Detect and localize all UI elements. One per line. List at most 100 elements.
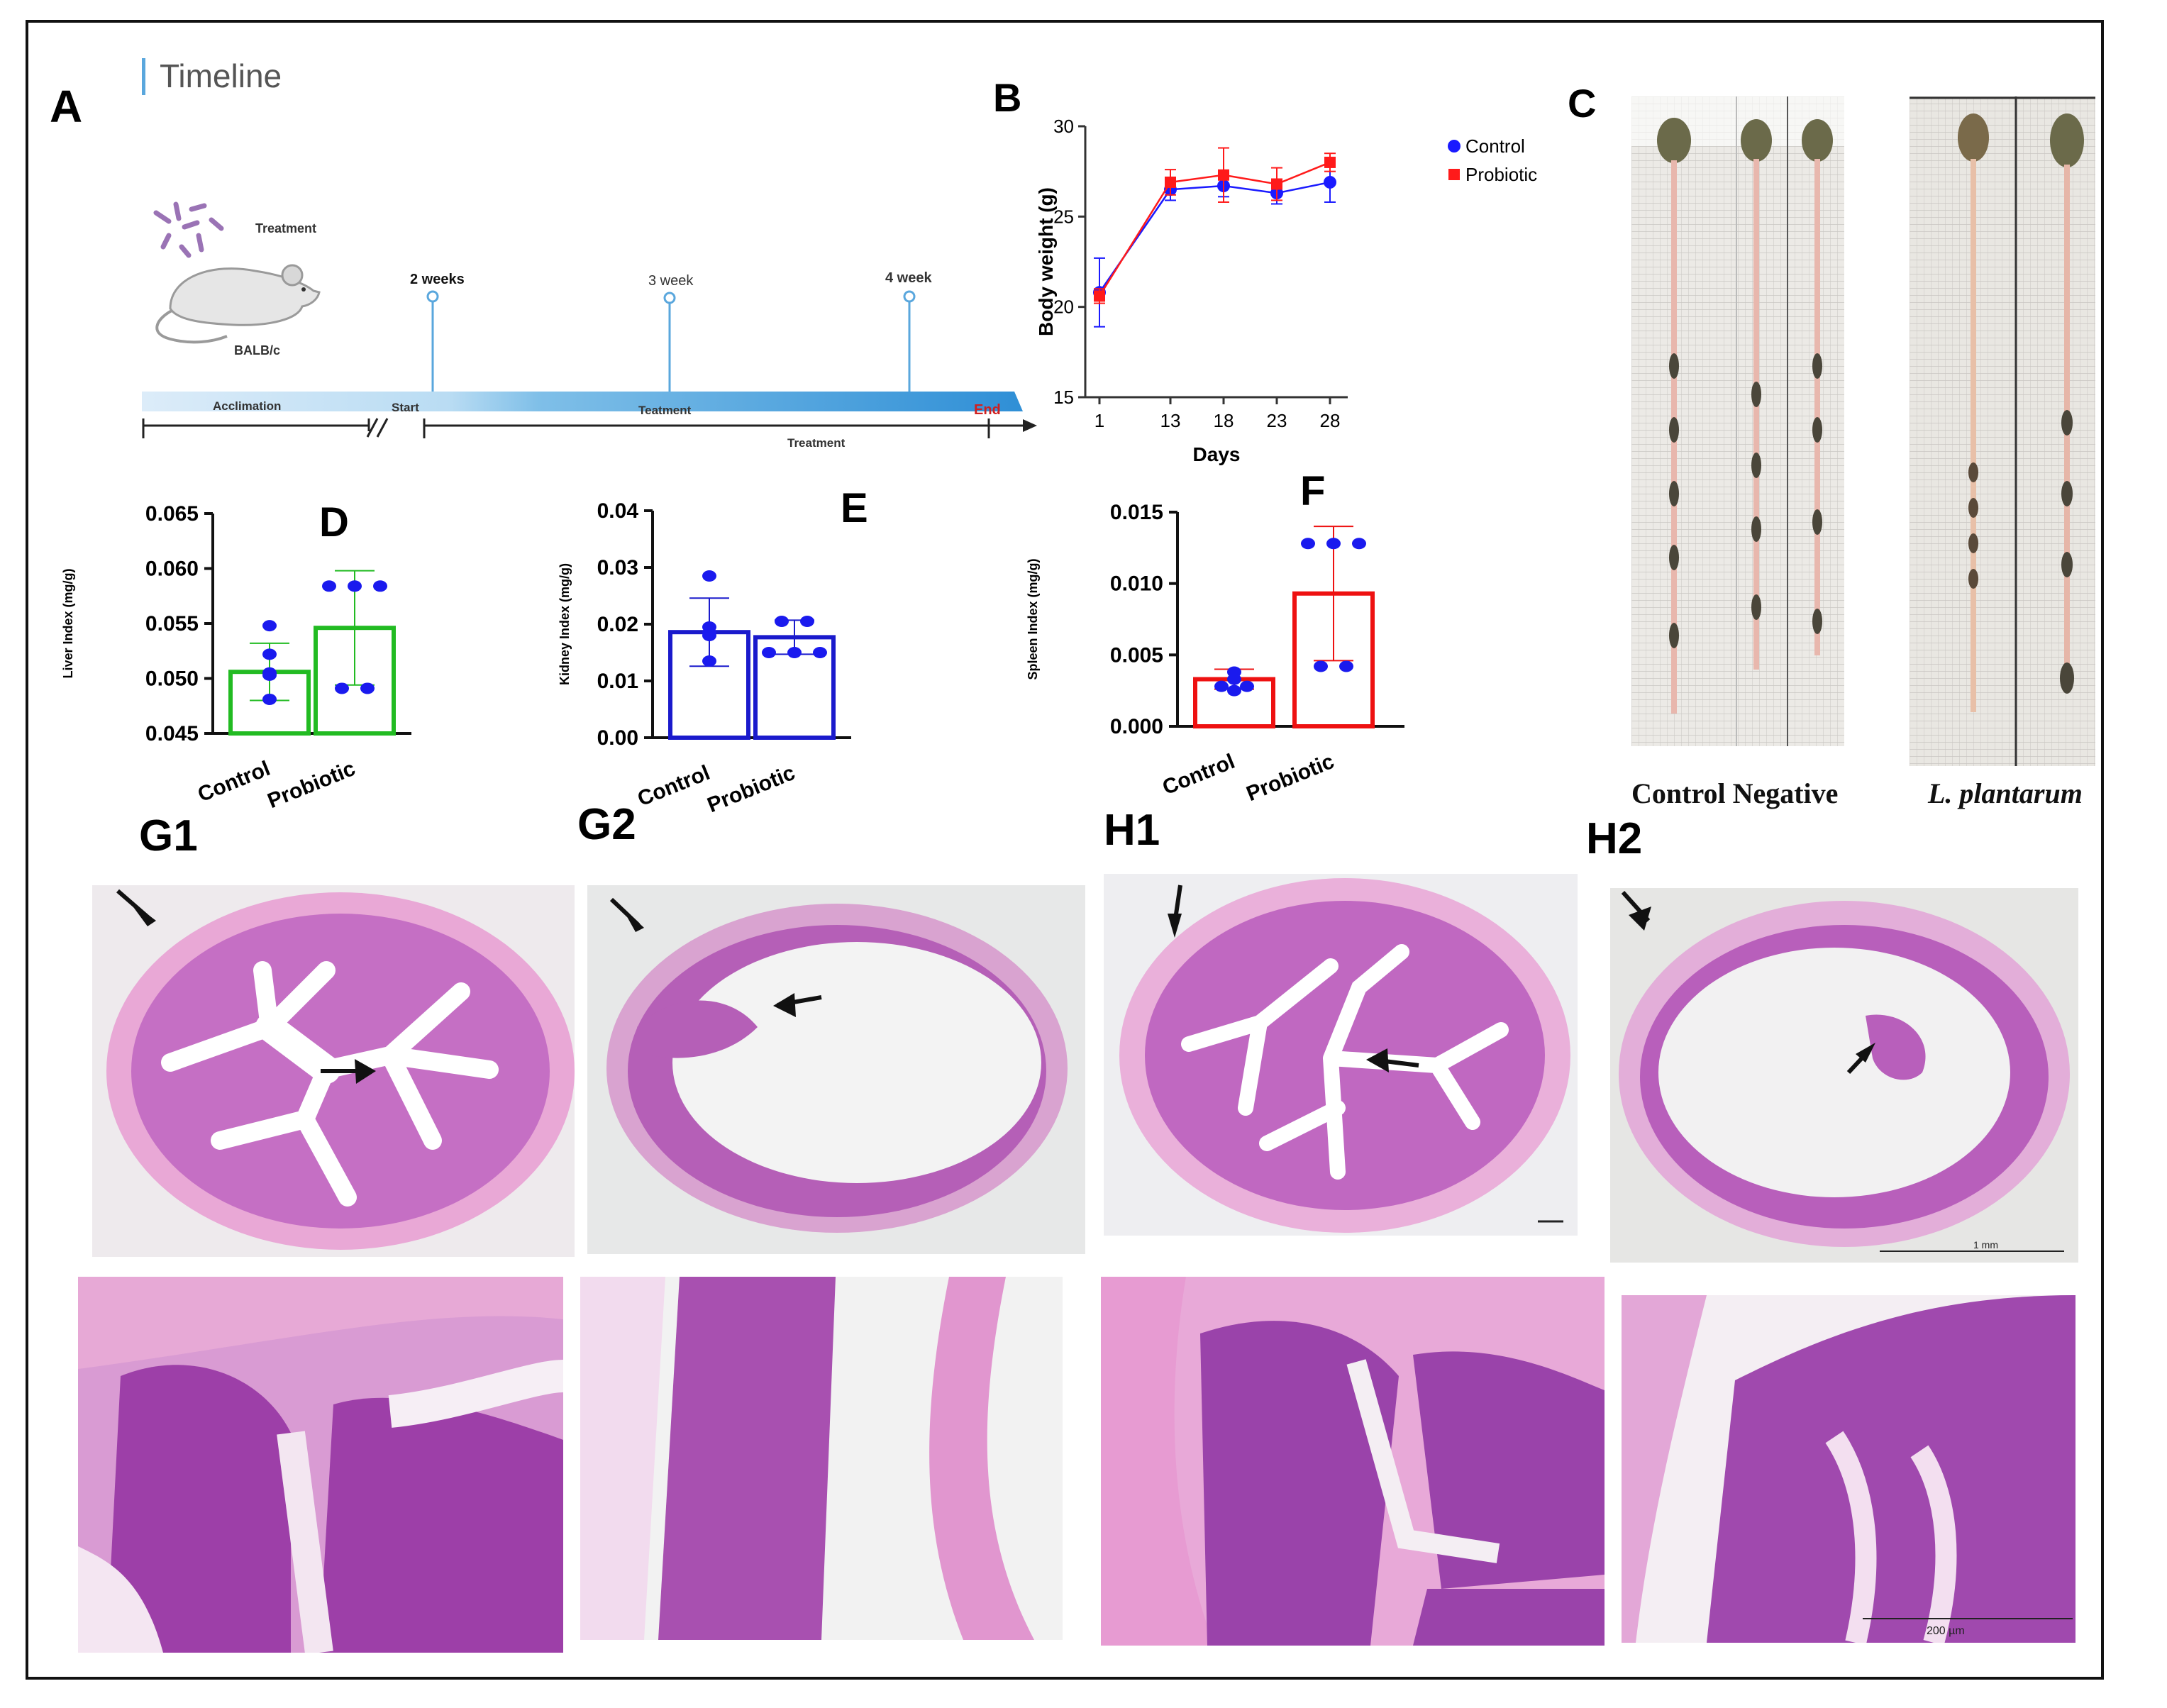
body-weight-chart: 15 20 25 30 1 13 18 23 28 Days Body weight (g) Cont… bbox=[1036, 116, 1537, 465]
y-tick-label: 0.00 bbox=[597, 726, 638, 750]
bacteria-icon bbox=[153, 201, 224, 258]
data-point-probiotic bbox=[1339, 660, 1353, 672]
timeline-bar bbox=[142, 392, 1023, 411]
histology-H1-high bbox=[1101, 1277, 1605, 1646]
bar-label-middle: Teatment bbox=[638, 404, 692, 417]
data-point-probiotic bbox=[1218, 169, 1229, 181]
mouse-strain-label: BALB/c bbox=[234, 343, 280, 357]
x-tick-label-probiotic: Probiotic bbox=[265, 757, 359, 813]
histology-G2-high bbox=[580, 1277, 1063, 1640]
data-point-probiotic bbox=[800, 616, 814, 627]
data-point-control bbox=[1227, 684, 1241, 697]
x-tick-label: 13 bbox=[1160, 410, 1181, 431]
data-point-control bbox=[1214, 680, 1229, 692]
y-tick-label: 15 bbox=[1053, 387, 1074, 408]
y-tick-label: 0.005 bbox=[1110, 643, 1163, 667]
milestone-4-week bbox=[903, 290, 916, 392]
milestone-label-3-week: 3 week bbox=[648, 273, 694, 289]
intestine-photo-control bbox=[1631, 96, 1844, 746]
liver-index-chart: 0.045 0.050 0.055 0.060 0.065 Liver Index (mg… bbox=[61, 502, 411, 813]
y-tick-label: 0.050 bbox=[145, 667, 199, 691]
histology-H2-high: 200 µm bbox=[1622, 1295, 2075, 1643]
legend-marker-probiotic bbox=[1448, 169, 1460, 180]
data-point-control bbox=[1227, 673, 1241, 685]
panel-label-B: B bbox=[993, 75, 1022, 120]
axis-label-treatment: Treatment bbox=[787, 436, 846, 450]
scale-bar-200um: 200 µm bbox=[1927, 1625, 1965, 1637]
series-line-control bbox=[1098, 181, 1331, 294]
x-tick-label-control: Control bbox=[194, 757, 273, 807]
data-point-probiotic bbox=[335, 682, 349, 694]
data-point-probiotic bbox=[360, 682, 375, 694]
histology-G2-low bbox=[587, 885, 1085, 1254]
data-point-control bbox=[262, 620, 277, 632]
intestine-specimens-control bbox=[1657, 118, 1833, 714]
panel-label-H2: H2 bbox=[1586, 814, 1643, 863]
spleen-index-chart: 0.000 0.005 0.010 0.015 Spleen Index (mg/g) C… bbox=[1026, 501, 1404, 806]
intestine-specimens-probiotic bbox=[1958, 113, 2084, 712]
milestone-label-2-weeks: 2 weeks bbox=[410, 272, 465, 287]
intestine-photo-probiotic bbox=[1910, 96, 2095, 766]
panel-label-D: D bbox=[319, 499, 349, 545]
x-tick-label-control: Control bbox=[634, 761, 713, 811]
x-tick-label: 18 bbox=[1214, 410, 1234, 431]
y-tick-label: 0.065 bbox=[145, 502, 199, 526]
legend-marker-control bbox=[1448, 140, 1461, 152]
legend-label-probiotic: Probiotic bbox=[1465, 164, 1537, 185]
x-tick-label-probiotic: Probiotic bbox=[704, 761, 799, 816]
y-tick-label: 0.04 bbox=[597, 499, 639, 523]
data-point-control bbox=[702, 630, 716, 641]
y-tick-label: 0.060 bbox=[145, 558, 199, 581]
data-point-probiotic bbox=[787, 647, 802, 658]
data-point-probiotic bbox=[1314, 660, 1328, 672]
data-point-probiotic bbox=[1094, 290, 1105, 302]
panel-label-H1: H1 bbox=[1104, 806, 1160, 855]
x-tick-label: 1 bbox=[1094, 410, 1104, 431]
y-tick-label: 20 bbox=[1053, 296, 1074, 318]
panel-label-A: A bbox=[50, 81, 83, 132]
histology-G1-low bbox=[92, 885, 575, 1257]
data-point-probiotic bbox=[1301, 538, 1315, 550]
data-point-control bbox=[1240, 680, 1254, 692]
y-axis-label: Liver Index (mg/g) bbox=[61, 568, 75, 678]
data-point-probiotic bbox=[1326, 538, 1341, 550]
data-point-probiotic bbox=[813, 647, 827, 658]
mouse-icon bbox=[155, 264, 321, 344]
data-point-control bbox=[702, 570, 716, 582]
timeline-title: Timeline bbox=[160, 57, 282, 94]
series-line-probiotic bbox=[1098, 161, 1331, 297]
histology-H2-low: 1 mm bbox=[1610, 888, 2078, 1263]
x-tick-label: 23 bbox=[1267, 410, 1287, 431]
milestone-2-weeks bbox=[426, 290, 439, 392]
data-point-control bbox=[262, 648, 277, 660]
milestone-label-4-week: 4 week bbox=[885, 270, 932, 286]
kidney-index-chart: 0.00 0.01 0.02 0.03 0.04 Kidney Index (mg/g) C… bbox=[558, 499, 851, 816]
y-tick-label: 0.055 bbox=[145, 612, 199, 636]
data-point-probiotic bbox=[1352, 538, 1366, 550]
y-tick-label: 0.03 bbox=[597, 556, 638, 580]
histology-H1-low bbox=[1104, 874, 1578, 1236]
data-point-control bbox=[702, 655, 716, 667]
y-tick-label: 0.01 bbox=[597, 670, 638, 693]
data-point-probiotic bbox=[348, 580, 362, 592]
y-tick-label: 0.000 bbox=[1110, 715, 1163, 738]
bar-label-end: End bbox=[974, 402, 1001, 418]
timeline-title-marker bbox=[142, 58, 145, 95]
panel-label-E: E bbox=[841, 485, 868, 531]
caption-control-negative: Control Negative bbox=[1631, 777, 1839, 809]
treatment-icon-label: Treatment bbox=[255, 221, 316, 235]
data-point-probiotic bbox=[1165, 176, 1176, 188]
data-point-probiotic bbox=[373, 580, 387, 592]
y-tick-label: 0.010 bbox=[1110, 572, 1163, 596]
bar-label-start: Start bbox=[392, 401, 419, 414]
data-point-probiotic bbox=[762, 647, 776, 658]
y-axis-label: Body weight (g) bbox=[1036, 187, 1057, 336]
x-axis-label: Days bbox=[1193, 443, 1241, 465]
scale-bar-1mm: 1 mm bbox=[1973, 1239, 1998, 1250]
y-tick-label: 0.02 bbox=[597, 613, 638, 636]
timeline-diagram: Treatment BALB/c 2 weeks 3 week 4 week A… bbox=[142, 201, 1037, 450]
timeline-axis-arrow bbox=[1023, 419, 1037, 432]
y-tick-label: 25 bbox=[1053, 206, 1074, 227]
data-point-control bbox=[262, 669, 277, 681]
